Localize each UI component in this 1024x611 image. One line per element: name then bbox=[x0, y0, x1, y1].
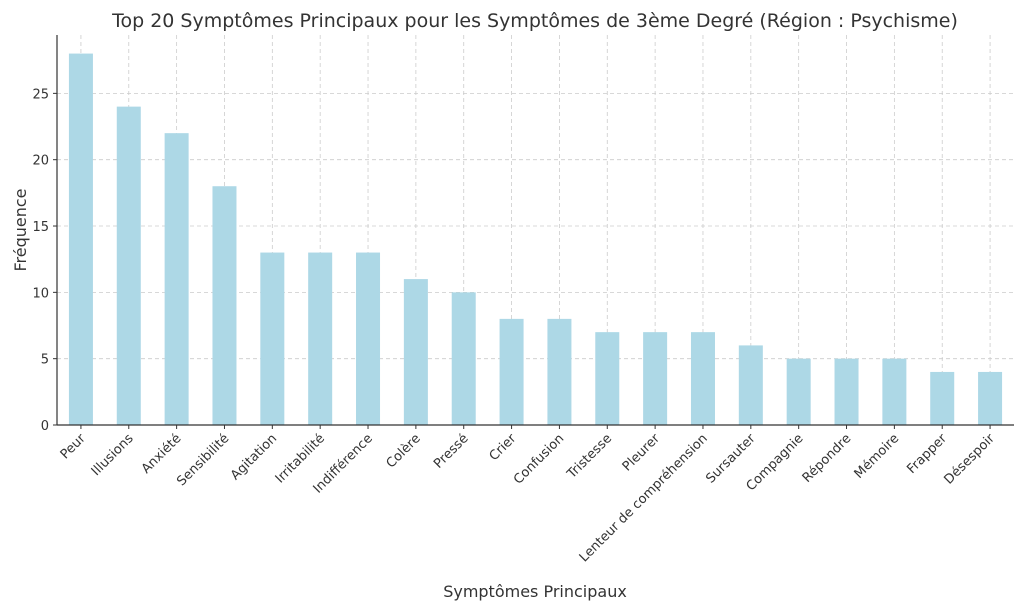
bar-mémoire bbox=[882, 358, 907, 425]
bar-lenteur-de-compréhension bbox=[690, 332, 715, 425]
x-tick-label: Anxiété bbox=[139, 431, 185, 477]
x-axis-ticks: Peur Illusions AnxiétéSensibilitéAgitation… bbox=[58, 425, 999, 565]
bar-colère bbox=[403, 279, 428, 425]
bars bbox=[68, 53, 1003, 425]
y-tick-label: 0 bbox=[41, 419, 49, 434]
x-tick-label: Répondre bbox=[800, 431, 855, 486]
bar-indifférence bbox=[356, 252, 381, 425]
x-tick-label: Peur bbox=[58, 431, 90, 463]
bar-tristesse bbox=[595, 332, 620, 425]
bar-peur bbox=[68, 53, 93, 425]
x-tick-label: Colère bbox=[384, 431, 424, 471]
x-tick-label: Sensibilité bbox=[174, 431, 232, 489]
bar-irritabilité bbox=[308, 252, 333, 425]
bar-agitation bbox=[260, 252, 285, 425]
y-tick-label: 15 bbox=[32, 220, 49, 235]
bar-désespoir bbox=[978, 371, 1003, 425]
chart-title: Top 20 Symptômes Principaux pour les Sym… bbox=[111, 10, 958, 32]
x-tick-label: Pleurer bbox=[620, 431, 664, 475]
bar-compagnie bbox=[786, 358, 811, 425]
bar-pleurer bbox=[643, 332, 668, 425]
y-tick-label: 25 bbox=[32, 87, 49, 102]
x-tick-label: Tristesse bbox=[564, 431, 615, 482]
y-tick-label: 10 bbox=[32, 286, 49, 301]
y-axis-label: Fréquence bbox=[11, 188, 30, 271]
x-tick-label: Mémoire bbox=[852, 431, 903, 482]
grid bbox=[57, 35, 1014, 426]
bar-frapper bbox=[930, 371, 955, 425]
bar-crier bbox=[499, 318, 524, 425]
bar-répondre bbox=[834, 358, 859, 425]
bar-pressé bbox=[451, 292, 476, 425]
x-tick-label: Frapper bbox=[904, 431, 950, 477]
y-tick-label: 5 bbox=[41, 353, 49, 368]
bar-confusion bbox=[547, 318, 572, 425]
bar-sensibilité bbox=[212, 186, 237, 425]
x-tick-label: Désespoir bbox=[942, 431, 999, 488]
y-axis-ticks: 0 5 10 15 20 25 bbox=[32, 87, 57, 434]
x-tick-label: Pressé bbox=[431, 431, 471, 471]
y-tick-label: 20 bbox=[32, 154, 49, 169]
x-tick-label: Confusion bbox=[511, 431, 567, 487]
x-tick-label: Illusions bbox=[89, 431, 137, 479]
x-tick-label: Crier bbox=[487, 431, 520, 464]
bar-anxiété bbox=[164, 133, 189, 425]
bar-illusions bbox=[116, 106, 141, 425]
x-axis-label: Symptômes Principaux bbox=[443, 582, 627, 601]
bar-sursauter bbox=[738, 345, 763, 425]
